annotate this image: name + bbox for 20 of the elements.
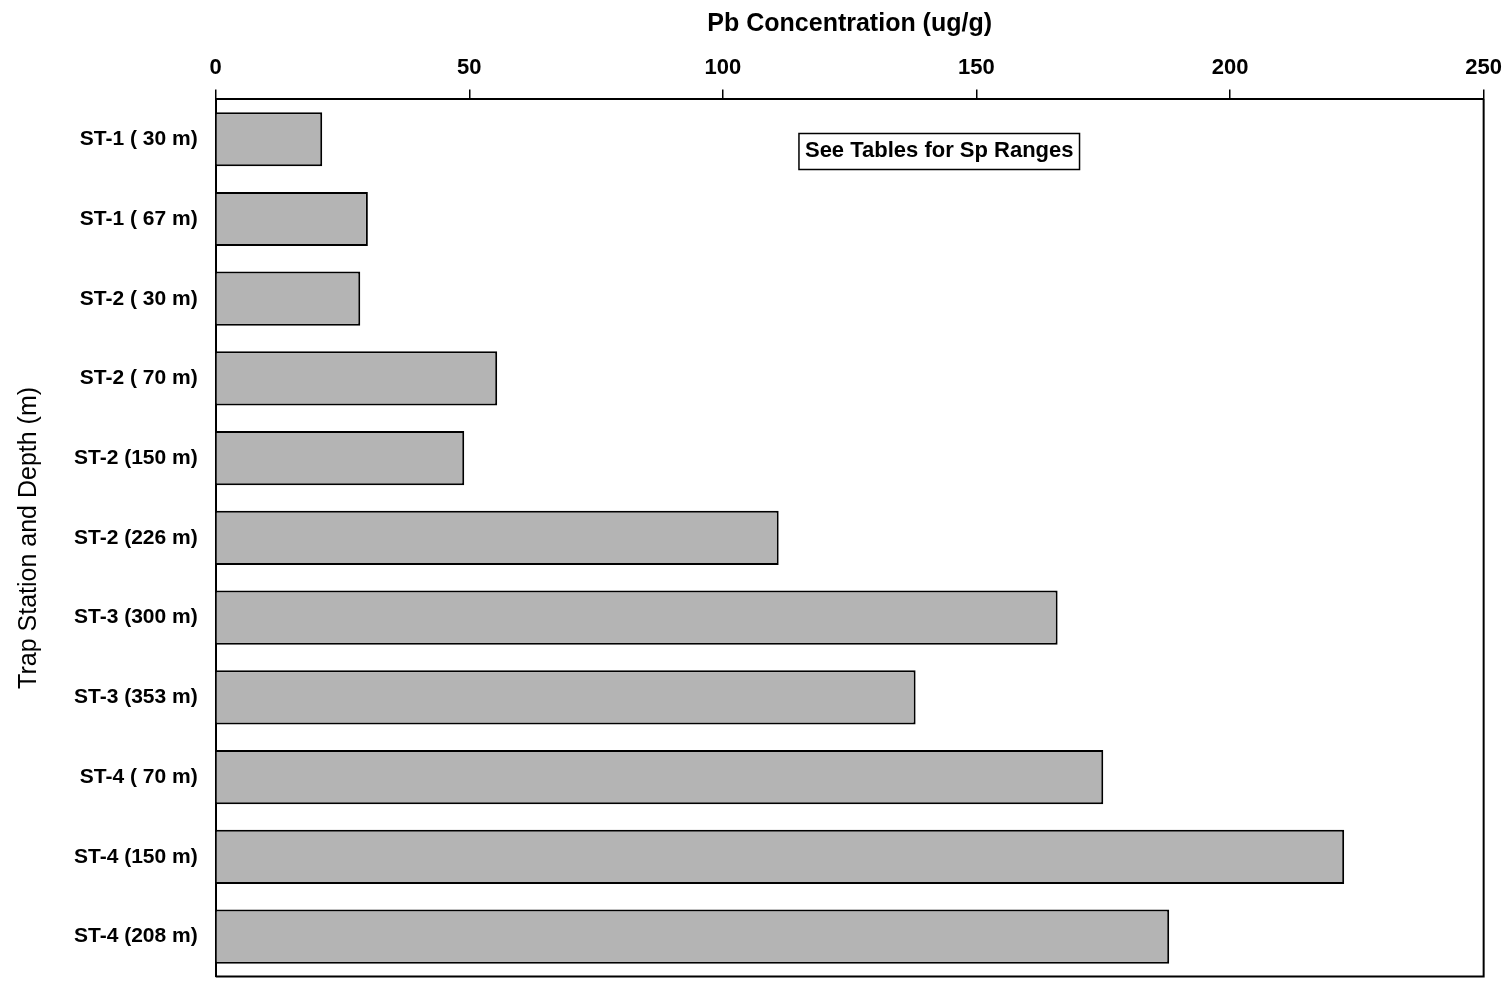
- y-tick-label: ST-2 (226 m): [73, 524, 198, 548]
- y-tick-label: ST-4 (150 m): [73, 843, 198, 867]
- x-tick-label: 250: [1465, 54, 1503, 80]
- y-tick-label: ST-3 (300 m): [73, 604, 198, 628]
- x-tick-label: 100: [704, 54, 742, 80]
- y-axis-title: Trap Station and Depth (m): [12, 386, 41, 689]
- x-tick-label: 50: [457, 54, 482, 80]
- y-tick-label: ST-2 ( 70 m): [79, 365, 198, 389]
- y-tick-label: ST-4 ( 70 m): [79, 763, 198, 787]
- x-axis-title: Pb Concentration (ug/g): [707, 7, 993, 36]
- y-tick-label: ST-3 (353 m): [73, 684, 198, 708]
- x-tick-label: 200: [1211, 54, 1249, 80]
- y-tick-label: ST-1 ( 67 m): [79, 205, 198, 229]
- y-tick-label: ST-4 (208 m): [73, 923, 198, 947]
- y-tick-label: ST-2 (150 m): [73, 444, 198, 468]
- y-tick-label: ST-1 ( 30 m): [79, 126, 198, 150]
- x-tick-label: 150: [958, 54, 995, 80]
- y-tick-label: ST-2 ( 30 m): [79, 285, 198, 309]
- x-tick-label: 0: [209, 54, 222, 80]
- annotation: See Tables for Sp Ranges: [804, 137, 1074, 163]
